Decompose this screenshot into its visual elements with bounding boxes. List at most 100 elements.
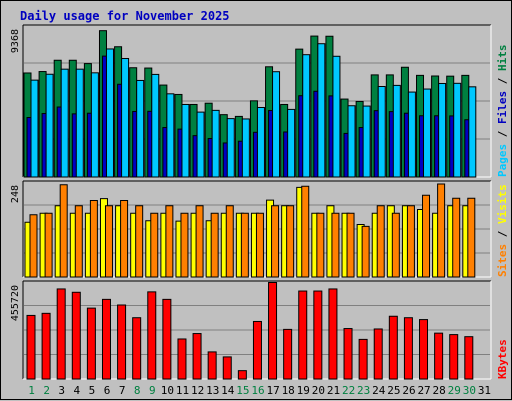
bar-kbytes-day-11 <box>177 338 187 380</box>
x-tick-label-day-10: 10 <box>161 384 174 397</box>
x-tick-label-day-4: 4 <box>74 384 81 397</box>
legend-kbytes: KBytes <box>496 339 509 379</box>
bar-pages-day-9 <box>151 73 160 178</box>
bar-pages-day-17 <box>272 71 281 178</box>
bar-pages-day-18 <box>287 108 296 178</box>
bar-pages-day-25 <box>392 84 401 178</box>
x-tick-label-day-11: 11 <box>176 384 189 397</box>
x-tick-label-day-13: 13 <box>206 384 219 397</box>
bar-kbytes-day-21 <box>328 288 338 380</box>
bar-pages-day-7 <box>121 58 130 178</box>
bar-kbytes-day-16 <box>252 320 262 380</box>
bar-pages-day-16 <box>256 106 265 178</box>
bar-kbytes-day-19 <box>298 290 308 380</box>
bar-kbytes-day-30 <box>464 336 474 380</box>
bar-sites-day-28 <box>437 183 446 278</box>
x-tick-label-day-14: 14 <box>221 384 235 397</box>
bar-pages-day-6 <box>105 48 114 178</box>
bar-pages-day-2 <box>45 73 54 178</box>
chart-title: Daily usage for November 2025 <box>20 9 230 23</box>
bar-kbytes-day-18 <box>283 328 293 380</box>
x-tick-label-day-3: 3 <box>58 384 65 397</box>
bar-kbytes-day-27 <box>419 319 429 380</box>
legend-entry: / <box>496 124 509 144</box>
x-tick-label-day-1: 1 <box>28 384 35 397</box>
bar-kbytes-day-22 <box>343 328 353 380</box>
bar-kbytes-day-12 <box>192 333 202 380</box>
bar-kbytes-day-6 <box>101 298 111 380</box>
x-tick-label-day-16: 16 <box>251 384 264 397</box>
bar-sites-day-14 <box>225 205 234 278</box>
x-tick-label-day-9: 9 <box>149 384 156 397</box>
legend-entry: Files <box>496 91 509 124</box>
bar-sites-day-11 <box>180 212 189 278</box>
panel-kbytes: 455720 KBytes <box>10 280 509 380</box>
bar-sites-day-8 <box>135 205 144 278</box>
x-tick-label-day-19: 19 <box>297 384 310 397</box>
bar-sites-day-5 <box>89 200 98 278</box>
bar-pages-day-13 <box>211 109 220 178</box>
bar-sites-day-18 <box>286 205 295 278</box>
bar-pages-day-22 <box>347 105 356 178</box>
bar-pages-day-11 <box>181 103 190 178</box>
bar-sites-day-27 <box>422 194 431 278</box>
bar-kbytes-day-10 <box>162 298 172 380</box>
panel-requests: 9368 Pages / Files / Hits <box>10 24 509 178</box>
legend-entry: Hits <box>496 45 509 72</box>
bar-sites-day-24 <box>376 205 385 278</box>
legend-visits: Sites / Visits <box>496 184 509 277</box>
bar-pages-day-8 <box>136 79 145 178</box>
bar-kbytes-day-8 <box>132 317 142 380</box>
x-tick-label-day-15: 15 <box>236 384 249 397</box>
bar-kbytes-day-3 <box>56 288 66 380</box>
bar-pages-day-15 <box>241 118 250 178</box>
x-tick-label-day-29: 29 <box>448 384 461 397</box>
x-tick-label-day-21: 21 <box>327 384 340 397</box>
bar-sites-day-2 <box>44 212 53 278</box>
x-tick-label-day-31: 31 <box>478 384 491 397</box>
bar-kbytes-day-20 <box>313 290 323 380</box>
y-max-label-kbytes: 455720 <box>10 285 21 321</box>
x-tick-label-day-28: 28 <box>433 384 446 397</box>
bar-pages-day-3 <box>60 68 69 178</box>
bar-sites-day-30 <box>467 197 476 278</box>
bar-sites-day-15 <box>240 212 249 278</box>
bar-kbytes-day-29 <box>449 334 459 380</box>
bar-sites-day-12 <box>195 205 204 278</box>
bar-sites-day-7 <box>120 200 129 278</box>
bar-sites-day-9 <box>150 212 159 278</box>
x-tick-label-day-27: 27 <box>417 384 430 397</box>
legend-entry: Visits <box>496 184 509 224</box>
bar-pages-day-12 <box>196 111 205 178</box>
x-tick-label-day-8: 8 <box>134 384 141 397</box>
panel-visits: 248 Sites / Visits <box>10 180 509 278</box>
bar-kbytes-day-28 <box>434 332 444 380</box>
x-tick-label-day-23: 23 <box>357 384 370 397</box>
bar-kbytes-day-4 <box>71 291 81 380</box>
bar-sites-day-21 <box>331 212 340 278</box>
x-tick-label-day-7: 7 <box>119 384 126 397</box>
y-max-label-requests: 9368 <box>10 29 21 53</box>
bar-kbytes-day-9 <box>147 291 157 380</box>
bar-sites-day-10 <box>165 205 174 278</box>
bar-kbytes-day-5 <box>86 307 96 380</box>
bar-sites-day-16 <box>255 212 264 278</box>
bar-kbytes-day-17 <box>268 281 278 380</box>
y-max-label-visits: 248 <box>10 185 21 203</box>
x-tick-label-day-12: 12 <box>191 384 204 397</box>
x-tick-label-day-26: 26 <box>402 384 415 397</box>
bar-pages-day-23 <box>362 105 371 178</box>
x-tick-label-day-18: 18 <box>282 384 295 397</box>
legend-entry: / <box>496 224 509 244</box>
x-tick-label-day-2: 2 <box>43 384 50 397</box>
bar-pages-day-21 <box>332 55 341 178</box>
bar-kbytes-day-23 <box>358 338 368 380</box>
bar-sites-day-17 <box>271 205 280 278</box>
bar-pages-day-20 <box>317 43 326 178</box>
bar-pages-day-30 <box>468 86 477 178</box>
bar-sites-day-22 <box>346 212 355 278</box>
bar-kbytes-day-15 <box>237 370 247 380</box>
bar-kbytes-day-1 <box>26 314 36 380</box>
